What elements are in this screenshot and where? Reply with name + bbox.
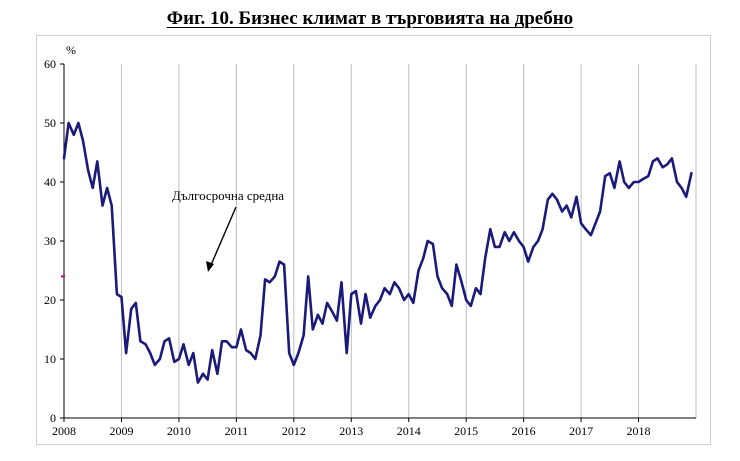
annotation-arrow-head bbox=[206, 261, 214, 272]
x-tick-label-2012: 2012 bbox=[282, 424, 306, 438]
tick-labels: 0 10 20 30 40 50 60 2008 2009 2010 2011 2012 2013 201… bbox=[44, 57, 651, 438]
chart-frame bbox=[36, 35, 711, 445]
y-tick-label-20: 20 bbox=[44, 293, 56, 307]
x-tick-label-2018: 2018 bbox=[627, 424, 651, 438]
y-tick-label-30: 30 bbox=[44, 234, 56, 248]
x-tick-label-2015: 2015 bbox=[454, 424, 478, 438]
annotation-arrow-shaft bbox=[210, 206, 237, 266]
gridlines bbox=[120, 64, 697, 418]
y-tick-label-60: 60 bbox=[44, 57, 56, 71]
x-tick-label-2010: 2010 bbox=[167, 424, 191, 438]
y-tick-label-40: 40 bbox=[44, 175, 56, 189]
x-tick-label-2011: 2011 bbox=[225, 424, 249, 438]
y-tick-label-0: 0 bbox=[50, 411, 56, 425]
x-tick-label-2014: 2014 bbox=[397, 424, 421, 438]
y-axis-label: % bbox=[66, 43, 76, 57]
x-tick-label-2009: 2009 bbox=[109, 424, 133, 438]
axes bbox=[60, 63, 696, 422]
y-tick-label-10: 10 bbox=[44, 352, 56, 366]
annotation-arrow bbox=[206, 206, 237, 272]
y-tick-label-50: 50 bbox=[44, 116, 56, 130]
x-tick-label-2008: 2008 bbox=[52, 424, 76, 438]
x-tick-label-2016: 2016 bbox=[512, 424, 536, 438]
annotation-label: Дългосрочна средна bbox=[172, 188, 284, 203]
x-tick-label-2017: 2017 bbox=[569, 424, 593, 438]
x-tick-label-2013: 2013 bbox=[339, 424, 363, 438]
chart-title: Фиг. 10. Бизнес климат в търговията на д… bbox=[166, 8, 574, 29]
series-line-0 bbox=[62, 121, 693, 384]
series-layer bbox=[62, 121, 693, 384]
